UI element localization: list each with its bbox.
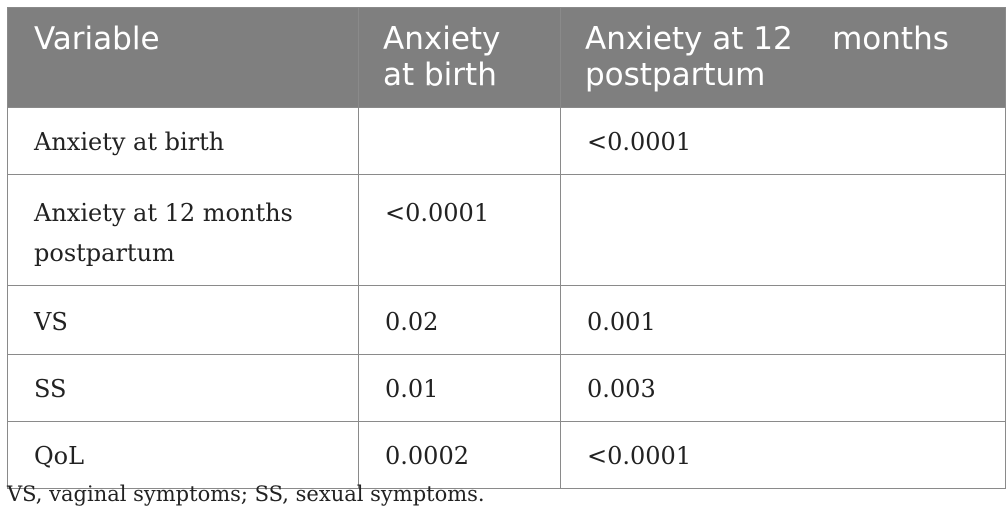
cell-anxiety-birth [358, 107, 561, 175]
cell-anxiety-birth: 0.0002 [358, 421, 561, 489]
table-row: VS 0.02 0.001 [7, 285, 1006, 355]
cell-anxiety-12-months: 0.003 [560, 354, 1006, 422]
cell-variable: Anxiety at 12 months postpartum [7, 174, 359, 286]
table-row: QoL 0.0002 <0.0001 [7, 421, 1006, 489]
cell-anxiety-12-months: 0.001 [560, 285, 1006, 355]
cell-anxiety-12-months: <0.0001 [560, 107, 1006, 175]
cell-anxiety-birth: <0.0001 [358, 174, 561, 286]
header-row: Variable Anxiety at birth Anxiety at 12 … [7, 7, 1006, 108]
table-footnote: VS, vaginal symptoms; SS, sexual symptom… [7, 482, 485, 506]
table-row: Anxiety at 12 months postpartum <0.0001 [7, 174, 1006, 286]
data-table: Variable Anxiety at birth Anxiety at 12 … [7, 7, 1006, 489]
table-container: Variable Anxiety at birth Anxiety at 12 … [7, 7, 1006, 489]
header-variable: Variable [7, 7, 359, 108]
table-row: SS 0.01 0.003 [7, 354, 1006, 422]
cell-variable: Anxiety at birth [7, 107, 359, 175]
table-body: Anxiety at birth <0.0001 Anxiety at 12 m… [7, 107, 1006, 489]
cell-anxiety-birth: 0.01 [358, 354, 561, 422]
table-row: Anxiety at birth <0.0001 [7, 107, 1006, 175]
cell-variable: SS [7, 354, 359, 422]
cell-anxiety-12-months [560, 174, 1006, 286]
cell-anxiety-12-months: <0.0001 [560, 421, 1006, 489]
table-header: Variable Anxiety at birth Anxiety at 12 … [7, 7, 1006, 108]
header-anxiety-12-months: Anxiety at 12 months postpartum [560, 7, 1006, 108]
header-anxiety-at-birth: Anxiety at birth [358, 7, 561, 108]
cell-anxiety-birth: 0.02 [358, 285, 561, 355]
cell-variable: QoL [7, 421, 359, 489]
cell-variable: VS [7, 285, 359, 355]
